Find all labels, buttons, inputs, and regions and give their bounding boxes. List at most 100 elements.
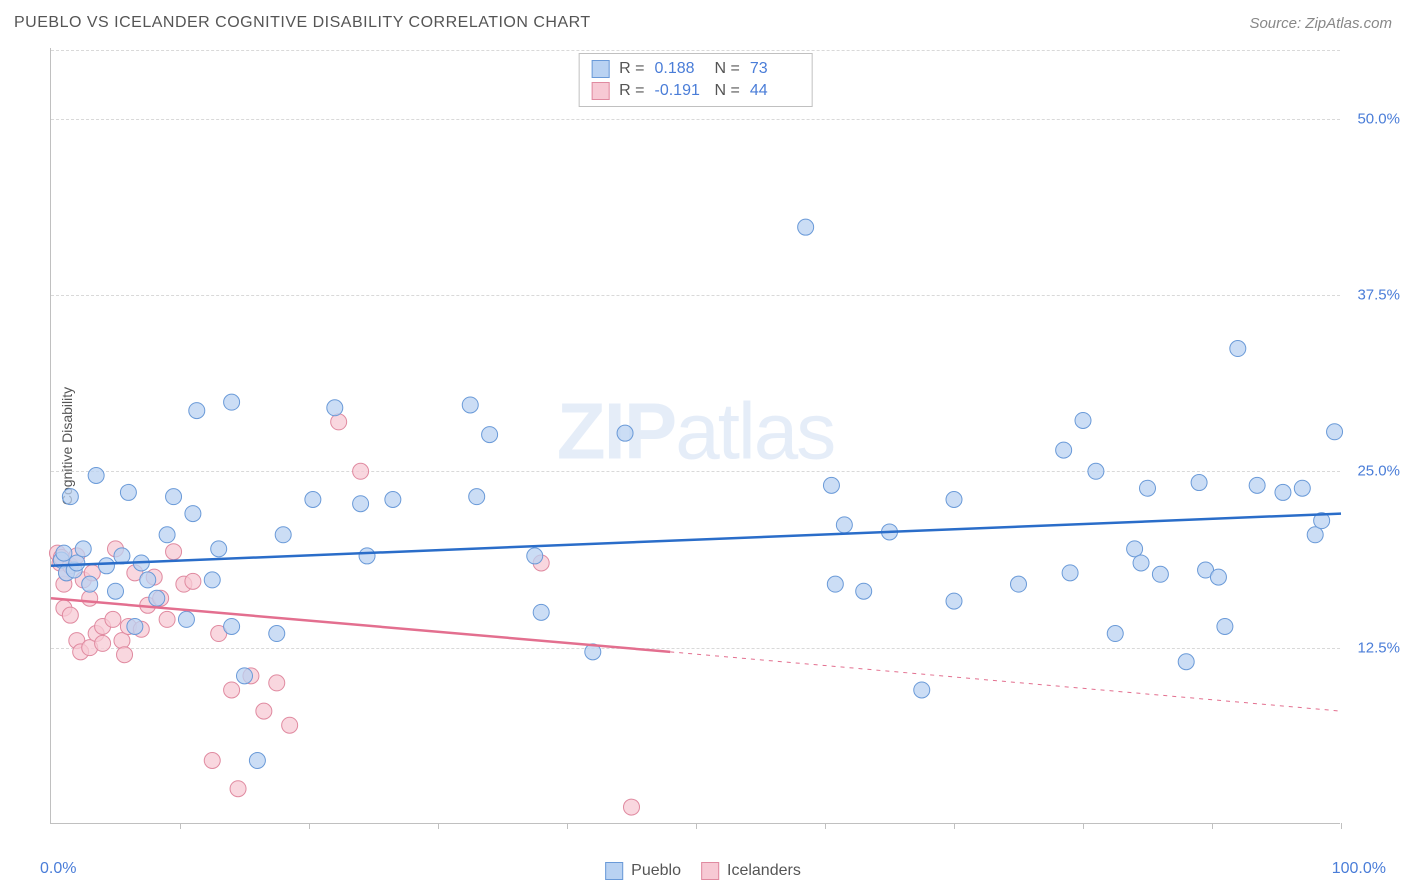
point-pueblo (1294, 480, 1310, 496)
x-tick (1083, 823, 1084, 829)
y-tick-label: 25.0% (1350, 463, 1400, 480)
point-pueblo (108, 583, 124, 599)
swatch-pueblo-icon (605, 862, 623, 880)
point-pueblo (462, 397, 478, 413)
point-pueblo (798, 219, 814, 235)
stats-row-pueblo: R = 0.188 N = 73 (591, 58, 800, 80)
plot-area: ZIPatlas 12.5%25.0%37.5%50.0% R = 0.188 … (50, 48, 1340, 824)
point-pueblo (166, 489, 182, 505)
legend: Pueblo Icelanders (605, 862, 801, 880)
point-pueblo (1191, 475, 1207, 491)
point-pueblo (1107, 626, 1123, 642)
point-pueblo (359, 548, 375, 564)
point-pueblo (1062, 565, 1078, 581)
y-tick-label: 12.5% (1350, 639, 1400, 656)
trend-icelanders-dashed (670, 652, 1341, 711)
point-icelanders (204, 753, 220, 769)
point-pueblo (1307, 527, 1323, 543)
point-pueblo (127, 618, 143, 634)
point-icelanders (62, 607, 78, 623)
point-pueblo (1178, 654, 1194, 670)
point-icelanders (353, 463, 369, 479)
point-pueblo (1217, 618, 1233, 634)
y-tick-label: 37.5% (1350, 286, 1400, 303)
point-pueblo (914, 682, 930, 698)
point-pueblo (1327, 424, 1343, 440)
x-tick (438, 823, 439, 829)
point-pueblo (224, 618, 240, 634)
scatter-svg (51, 48, 1340, 823)
point-pueblo (1275, 484, 1291, 500)
point-pueblo (237, 668, 253, 684)
point-pueblo (82, 576, 98, 592)
point-pueblo (62, 489, 78, 505)
swatch-icelanders-icon (701, 862, 719, 880)
point-pueblo (140, 572, 156, 588)
point-pueblo (617, 425, 633, 441)
point-pueblo (327, 400, 343, 416)
point-icelanders (117, 647, 133, 663)
point-icelanders (159, 611, 175, 627)
legend-item-pueblo: Pueblo (605, 862, 681, 880)
point-pueblo (149, 590, 165, 606)
point-pueblo (482, 427, 498, 443)
point-pueblo (527, 548, 543, 564)
point-pueblo (185, 506, 201, 522)
point-pueblo (189, 403, 205, 419)
point-pueblo (353, 496, 369, 512)
legend-item-icelanders: Icelanders (701, 862, 801, 880)
point-pueblo (823, 477, 839, 493)
point-pueblo (120, 484, 136, 500)
point-pueblo (946, 593, 962, 609)
point-pueblo (69, 555, 85, 571)
chart-title: PUEBLO VS ICELANDER COGNITIVE DISABILITY… (14, 14, 591, 32)
point-pueblo (1230, 341, 1246, 357)
point-pueblo (1140, 480, 1156, 496)
point-icelanders (230, 781, 246, 797)
point-pueblo (305, 491, 321, 507)
point-icelanders (114, 633, 130, 649)
stats-row-icelanders: R = -0.191 N = 44 (591, 80, 800, 102)
point-pueblo (1011, 576, 1027, 592)
point-pueblo (98, 558, 114, 574)
point-icelanders (105, 611, 121, 627)
stats-box: R = 0.188 N = 73 R = -0.191 N = 44 (578, 53, 813, 107)
point-icelanders (269, 675, 285, 691)
point-pueblo (88, 468, 104, 484)
point-pueblo (1075, 412, 1091, 428)
point-pueblo (1210, 569, 1226, 585)
swatch-pueblo-icon (591, 60, 609, 78)
point-icelanders (282, 717, 298, 733)
point-pueblo (269, 626, 285, 642)
x-axis-min-label: 0.0% (40, 860, 76, 878)
point-pueblo (249, 753, 265, 769)
x-tick (825, 823, 826, 829)
point-pueblo (224, 394, 240, 410)
point-pueblo (827, 576, 843, 592)
point-pueblo (1056, 442, 1072, 458)
point-icelanders (95, 635, 111, 651)
y-tick-label: 50.0% (1350, 110, 1400, 127)
point-icelanders (256, 703, 272, 719)
chart-source: Source: ZipAtlas.com (1249, 15, 1392, 32)
x-axis-max-label: 100.0% (1332, 860, 1386, 878)
point-pueblo (533, 604, 549, 620)
x-tick (696, 823, 697, 829)
point-pueblo (385, 491, 401, 507)
point-pueblo (1127, 541, 1143, 557)
point-pueblo (75, 541, 91, 557)
point-icelanders (82, 590, 98, 606)
point-pueblo (1152, 566, 1168, 582)
x-tick (954, 823, 955, 829)
x-tick (567, 823, 568, 829)
point-pueblo (275, 527, 291, 543)
point-pueblo (946, 491, 962, 507)
x-tick (309, 823, 310, 829)
point-icelanders (224, 682, 240, 698)
point-pueblo (1249, 477, 1265, 493)
x-tick (180, 823, 181, 829)
point-pueblo (469, 489, 485, 505)
swatch-icelanders-icon (591, 82, 609, 100)
point-icelanders (166, 544, 182, 560)
point-pueblo (204, 572, 220, 588)
